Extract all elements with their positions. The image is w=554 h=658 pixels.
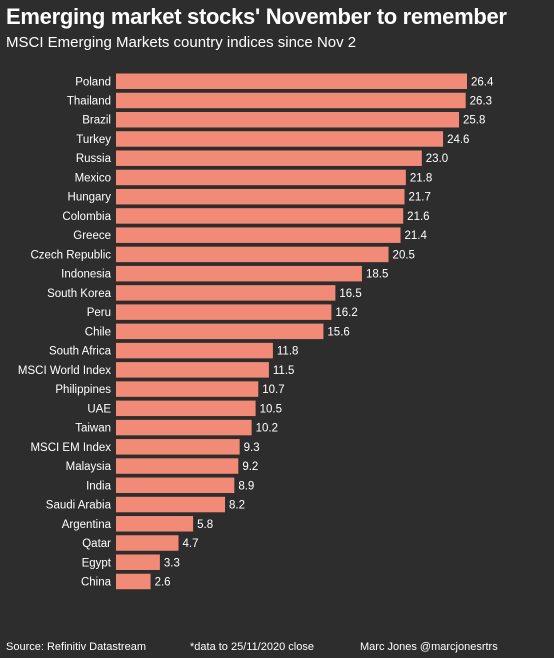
data-date-note: *data to 25/11/2020 close [190, 641, 314, 653]
value-label-msci-em-index: 9.3 [244, 442, 260, 454]
bar-indonesia [116, 265, 362, 282]
value-label-brazil: 25.8 [463, 115, 485, 127]
category-label-south-korea: South Korea [47, 288, 112, 300]
category-label-china: China [81, 576, 112, 588]
category-label-msci-world-index: MSCI World Index [18, 365, 111, 377]
bar-thailand [116, 92, 466, 109]
category-label-greece: Greece [73, 230, 111, 242]
value-label-south-korea: 16.5 [339, 288, 361, 300]
bar-uae [116, 400, 256, 417]
category-label-philippines: Philippines [55, 384, 111, 396]
category-label-colombia: Colombia [62, 211, 111, 223]
category-label-brazil: Brazil [82, 115, 111, 127]
bar-brazil [116, 111, 460, 128]
chart-subtitle: MSCI Emerging Markets country indices si… [6, 34, 357, 51]
bar-hungary [116, 188, 405, 205]
category-label-indonesia: Indonesia [61, 269, 111, 281]
bar-greece [116, 227, 401, 243]
category-label-turkey: Turkey [76, 134, 111, 146]
category-label-malaysia: Malaysia [66, 461, 112, 473]
value-label-malaysia: 9.2 [242, 461, 258, 473]
category-label-argentina: Argentina [62, 519, 112, 531]
bar-argentina [116, 516, 194, 532]
value-label-china: 2.6 [155, 576, 171, 588]
value-label-qatar: 4.7 [182, 538, 198, 550]
value-label-thailand: 26.3 [470, 95, 492, 107]
value-label-taiwan: 10.2 [256, 423, 278, 435]
value-label-argentina: 5.8 [197, 519, 213, 531]
value-label-mexico: 21.8 [410, 172, 432, 184]
value-label-turkey: 24.6 [447, 134, 469, 146]
category-label-peru: Peru [87, 307, 111, 319]
value-label-czech-republic: 20.5 [393, 249, 415, 261]
value-label-poland: 26.4 [471, 76, 494, 88]
category-label-czech-republic: Czech Republic [30, 249, 111, 261]
bar-msci-em-index [116, 439, 240, 455]
category-label-thailand: Thailand [67, 95, 111, 107]
category-label-south-africa: South Africa [49, 346, 112, 358]
category-label-india: India [86, 480, 112, 492]
bar-qatar [116, 535, 179, 551]
bar-saudi-arabia [116, 496, 226, 513]
bar-malaysia [116, 458, 239, 474]
bar-msci-world-index [116, 362, 269, 378]
bar-chile [116, 323, 324, 340]
category-label-egypt: Egypt [82, 557, 112, 569]
value-label-philippines: 10.7 [262, 384, 284, 396]
category-label-qatar: Qatar [82, 538, 111, 550]
value-label-greece: 21.4 [405, 230, 428, 242]
bar-china [116, 573, 151, 590]
bar-taiwan [116, 419, 252, 436]
bar-czech-republic [116, 246, 389, 263]
value-label-colombia: 21.6 [407, 211, 429, 223]
bar-mexico [116, 169, 406, 186]
value-label-peru: 16.2 [335, 307, 357, 319]
bar-poland [116, 73, 467, 89]
category-label-taiwan: Taiwan [75, 423, 111, 435]
value-label-hungary: 21.7 [409, 192, 431, 204]
bar-chart: Poland 26.4 Thailand 26.3 Brazil 25.8 Turkey 24… [18, 73, 494, 590]
bar-egypt [116, 554, 160, 570]
category-label-poland: Poland [75, 76, 111, 88]
value-label-india: 8.9 [238, 480, 254, 492]
value-label-russia: 23.0 [426, 153, 448, 165]
bar-south-korea [116, 285, 336, 301]
bar-colombia [116, 208, 404, 224]
value-label-chile: 15.6 [327, 326, 349, 338]
bar-india [116, 477, 235, 494]
value-label-saudi-arabia: 8.2 [229, 500, 245, 512]
category-label-saudi-arabia: Saudi Arabia [46, 500, 112, 512]
bar-south-africa [116, 342, 273, 359]
category-label-mexico: Mexico [75, 172, 111, 184]
bar-turkey [116, 131, 444, 147]
value-label-egypt: 3.3 [164, 557, 180, 569]
category-label-hungary: Hungary [68, 192, 112, 204]
author-credit: Marc Jones @marcjonesrtrs [360, 641, 498, 653]
bar-russia [116, 150, 422, 166]
bar-peru [116, 304, 332, 320]
category-label-russia: Russia [76, 153, 112, 165]
category-label-chile: Chile [85, 326, 111, 338]
value-label-indonesia: 18.5 [366, 269, 388, 281]
chart-title: Emerging market stocks' November to reme… [6, 4, 507, 29]
value-label-south-africa: 11.8 [277, 346, 299, 358]
value-label-msci-world-index: 11.5 [273, 365, 295, 377]
value-label-uae: 10.5 [260, 403, 282, 415]
source-note: Source: Refinitiv Datastream [6, 641, 146, 653]
bar-philippines [116, 381, 259, 397]
category-label-msci-em-index: MSCI EM Index [30, 442, 111, 454]
category-label-uae: UAE [87, 403, 111, 415]
